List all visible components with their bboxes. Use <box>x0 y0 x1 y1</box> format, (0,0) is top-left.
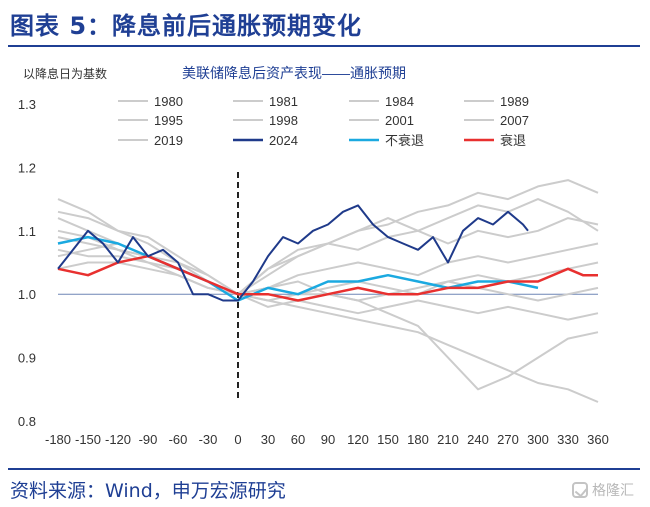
y-axis-label: 以降息日为基数 <box>23 66 107 81</box>
legend-label: 2001 <box>385 113 414 128</box>
legend-label: 不衰退 <box>385 133 424 148</box>
y-tick-label: 1.1 <box>18 224 36 239</box>
series-line-2024 <box>57 204 529 302</box>
chart-title: 美联储降息后资产表现——通胀预期 <box>182 65 406 81</box>
x-tick-label: -30 <box>199 432 218 447</box>
series-line-1980 <box>57 179 599 296</box>
x-tick-label: 240 <box>467 432 489 447</box>
watermark-logo-icon <box>572 482 588 498</box>
x-tick-label: 300 <box>527 432 549 447</box>
legend-label: 2024 <box>269 133 298 148</box>
legend-label: 1998 <box>269 113 298 128</box>
legend-label: 2007 <box>500 113 529 128</box>
x-tick-label: -150 <box>75 432 101 447</box>
series-line-1989 <box>57 242 599 296</box>
x-tick-label: 90 <box>321 432 335 447</box>
x-tick-label: 180 <box>407 432 429 447</box>
x-tick-label: 150 <box>377 432 399 447</box>
legend-label: 1981 <box>269 94 298 109</box>
x-tick-label: -90 <box>139 432 158 447</box>
x-tick-label: -180 <box>45 432 71 447</box>
y-tick-label: 1.0 <box>18 287 36 302</box>
x-tick-label: -60 <box>169 432 188 447</box>
legend-label: 1995 <box>154 113 183 128</box>
legend-label: 2019 <box>154 133 183 148</box>
x-tick-label: 360 <box>587 432 609 447</box>
y-tick-label: 0.8 <box>18 414 36 429</box>
figure-title: 图表 5：降息前后通胀预期变化 <box>10 12 363 40</box>
source-note: 资料来源：Wind，申万宏源研究 <box>10 480 286 502</box>
reference-lines <box>58 172 598 400</box>
x-tick-label: 330 <box>557 432 579 447</box>
watermark: 格隆汇 <box>572 480 634 500</box>
series-line-1984 <box>57 198 599 296</box>
watermark-text: 格隆汇 <box>592 483 634 499</box>
x-tick-label: 120 <box>347 432 369 447</box>
source-rule <box>8 468 640 470</box>
series-line-不衰退 <box>57 235 539 302</box>
legend-label: 衰退 <box>500 133 526 148</box>
legend-label: 1989 <box>500 94 529 109</box>
x-tick-label: 0 <box>234 432 241 447</box>
y-tick-label: 1.3 <box>18 97 36 112</box>
legend-label: 1980 <box>154 94 183 109</box>
legend: 1980 1981 1984 1989 1995 1998 2001 2007 2019 2024… <box>118 94 529 148</box>
axis-tick-labels: 0.8 0.9 1.0 1.1 1.2 1.3 -180 -150 -120 -90 -60 -30 0… <box>18 97 609 447</box>
y-tick-label: 1.2 <box>18 160 36 175</box>
x-tick-label: 60 <box>291 432 305 447</box>
x-tick-label: 30 <box>261 432 275 447</box>
y-tick-label: 0.9 <box>18 351 36 366</box>
legend-label: 1984 <box>385 94 414 109</box>
x-tick-label: -120 <box>105 432 131 447</box>
x-tick-label: 270 <box>497 432 519 447</box>
series-line-衰退 <box>57 254 598 302</box>
series-lines <box>57 179 599 403</box>
x-tick-label: 210 <box>437 432 459 447</box>
title-rule <box>8 45 640 47</box>
